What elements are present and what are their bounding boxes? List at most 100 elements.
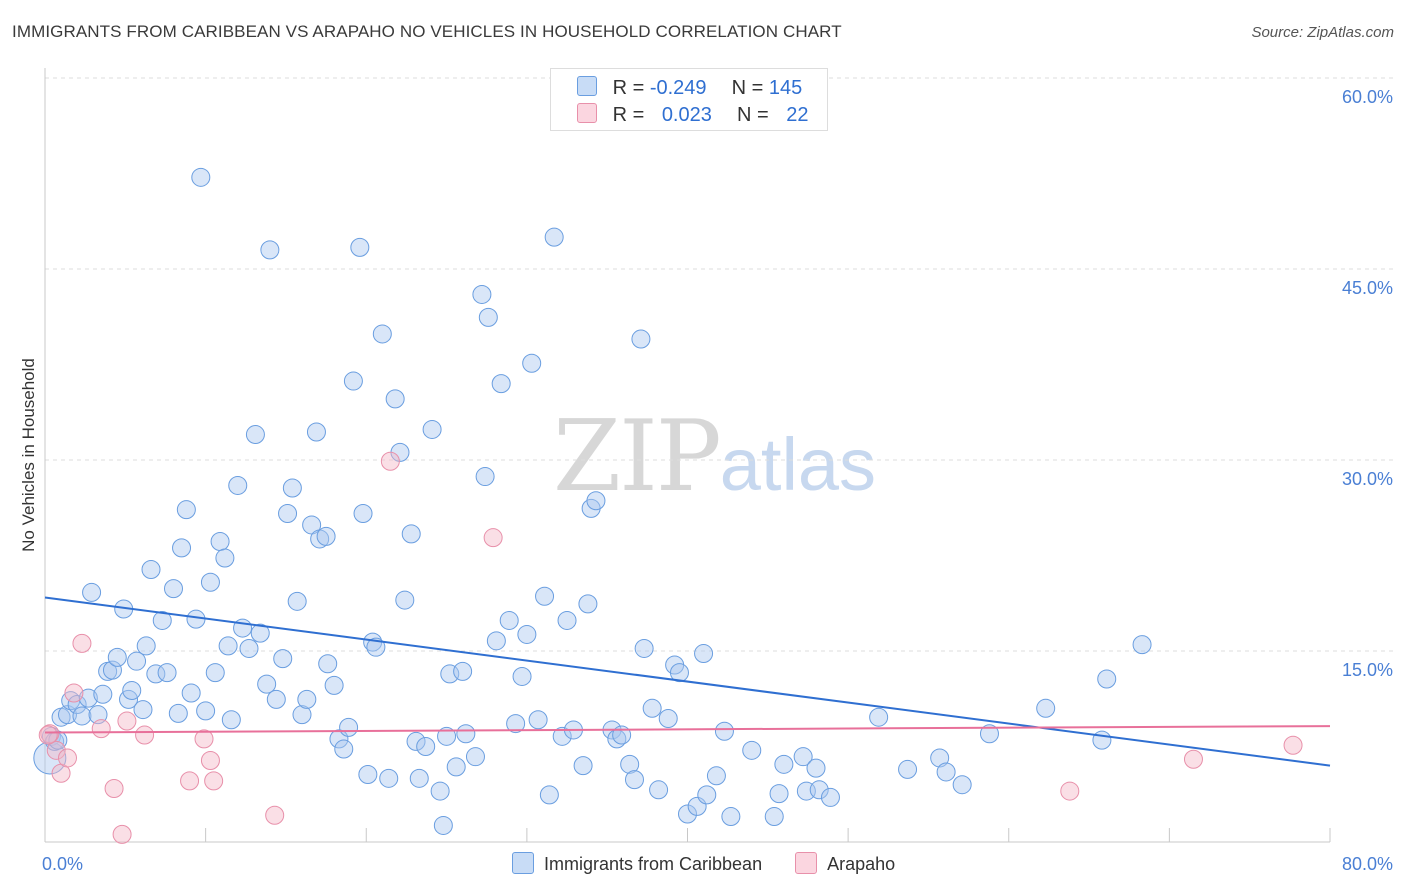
caribbean-point [218,636,238,656]
caribbean-point [133,700,153,720]
caribbean-point [522,353,542,373]
caribbean-point [339,717,359,737]
caribbean-point [620,754,640,774]
caribbean-point [475,467,495,487]
legend-n-value: 145 [768,77,803,99]
caribbean-point [433,815,453,835]
caribbean-point [379,768,399,788]
caribbean-point [936,762,956,782]
caribbean-point [48,730,68,750]
arapaho-point [91,719,111,739]
y-tick-label: 45.0% [1342,278,1393,298]
arapaho-point [1183,749,1203,769]
x-tick-label-min: 0.0% [42,854,83,874]
caribbean-point [478,307,498,327]
arapaho-point [57,748,77,768]
caribbean-point [82,582,102,602]
source-label: Source: ZipAtlas.com [1251,24,1394,41]
caribbean-point [260,240,280,260]
caribbean-point [343,371,363,391]
legend-label: Immigrants from Caribbean [544,854,763,874]
caribbean-point [228,475,248,495]
arapaho-point [204,771,224,791]
caribbean-point [952,775,972,795]
caribbean-point [721,807,741,827]
arapaho-point [135,725,155,745]
caribbean-point [557,610,577,630]
legend-swatch-arapaho [795,852,818,874]
caribbean-point [552,726,572,746]
legend-r-value: -0.249 [649,77,707,99]
caribbean-point [764,807,784,827]
caribbean-point [278,503,298,523]
arapaho-point [380,451,400,471]
legend-item-caribbean[interactable]: Immigrants from Caribbean [512,852,762,875]
caribbean-point [107,647,127,667]
caribbean-point [1097,669,1117,689]
caribbean-point [624,770,644,790]
caribbean-point [634,638,654,658]
caribbean-point [191,167,211,187]
series-legend: Immigrants from Caribbean Arapaho [512,852,923,875]
caribbean-point [210,531,230,551]
caribbean-point [67,694,87,714]
legend-row-caribbean: R = -0.249 N = 145 [577,76,802,100]
arapaho-point [194,729,214,749]
chart-title: IMMIGRANTS FROM CARIBBEAN VS ARAPAHO NO … [12,22,842,41]
caribbean-point [486,631,506,651]
caribbean-point [465,747,485,767]
caribbean-point [642,698,662,718]
gridlines [45,77,1393,652]
caribbean-point [366,637,386,657]
caribbean-point [78,688,98,708]
caribbean-point [266,689,286,709]
legend-r-label: R = [612,77,645,99]
caribbean-point [245,425,265,445]
caribbean-point [456,724,476,744]
caribbean-point [528,710,548,730]
caribbean-point [205,663,225,683]
y-tick-label: 30.0% [1342,469,1393,489]
y-axis-tick-labels: 15.0% 30.0% 45.0% 60.0% [1342,87,1393,680]
caribbean-point [221,710,241,730]
caribbean-point [200,572,220,592]
caribbean-point [472,284,492,304]
caribbean-point [742,740,762,760]
caribbean-point [535,586,555,606]
series-caribbean-points [33,167,1152,835]
watermark-zip: ZIP [553,400,722,514]
caribbean-point [152,610,172,630]
arapaho-point [64,683,84,703]
caribbean-point [239,638,259,658]
caribbean-point [215,548,235,568]
legend-item-arapaho[interactable]: Arapaho [795,852,895,875]
arapaho-point [112,824,132,844]
legend-swatch-arapaho [577,103,597,123]
caribbean-point [72,706,92,726]
caribbean-point [168,703,188,723]
caribbean-point [181,683,201,703]
caribbean-point [979,724,999,744]
y-tick-label: 60.0% [1342,87,1393,107]
caribbean-point [774,754,794,774]
caribbean-point [157,663,177,683]
caribbean-point [297,689,317,709]
arapaho-point [1060,781,1080,801]
caribbean-point [669,663,689,683]
caribbean-point [306,422,326,442]
caribbean-point [172,538,192,558]
correlation-legend: R = -0.249 N = 145 R = 0.023 N = 22 [550,68,828,131]
caribbean-point [573,756,593,776]
caribbean-point [658,708,678,728]
caribbean-point [1036,698,1056,718]
caribbean-point [544,227,564,247]
caribbean-point [714,721,734,741]
caribbean-point [88,705,108,725]
legend-r-label: R = [612,104,645,126]
caribbean-point [453,661,473,681]
legend-n-label: N = [731,77,764,99]
caribbean-point [499,610,519,630]
arapaho-point [180,771,200,791]
caribbean-point [406,731,426,751]
caribbean-point [316,526,336,546]
